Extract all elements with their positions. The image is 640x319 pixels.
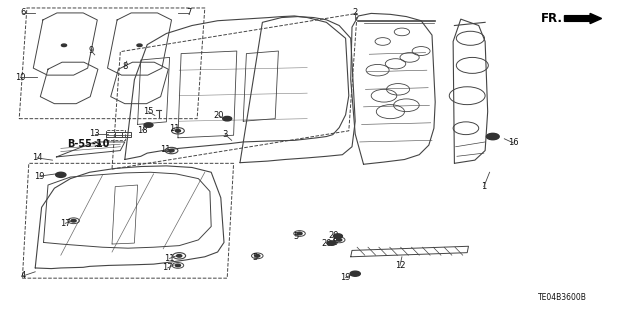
Text: 1: 1 xyxy=(481,182,486,191)
Circle shape xyxy=(71,219,76,222)
Circle shape xyxy=(333,234,342,238)
Circle shape xyxy=(297,232,302,235)
Text: B-55-10: B-55-10 xyxy=(67,139,109,149)
Circle shape xyxy=(223,116,232,121)
Text: 18: 18 xyxy=(137,126,147,135)
Circle shape xyxy=(61,44,67,47)
Text: TE04B3600B: TE04B3600B xyxy=(538,293,586,302)
Text: 6: 6 xyxy=(20,8,26,17)
Text: 15: 15 xyxy=(143,107,154,116)
Circle shape xyxy=(175,264,180,267)
Circle shape xyxy=(56,172,66,177)
Text: 5: 5 xyxy=(332,238,337,247)
Text: 11: 11 xyxy=(160,145,170,154)
Circle shape xyxy=(327,241,336,245)
Text: 13: 13 xyxy=(90,130,100,138)
Circle shape xyxy=(486,133,499,140)
Circle shape xyxy=(177,255,182,257)
Text: 5: 5 xyxy=(293,232,298,241)
Text: 4: 4 xyxy=(20,271,26,280)
Text: 7: 7 xyxy=(186,8,191,17)
Circle shape xyxy=(137,44,142,47)
Text: 16: 16 xyxy=(508,138,518,147)
Text: 20: 20 xyxy=(214,111,224,120)
Text: 19: 19 xyxy=(35,172,45,181)
Circle shape xyxy=(169,149,174,152)
Circle shape xyxy=(350,271,360,276)
Text: 17: 17 xyxy=(60,219,70,228)
Text: 20: 20 xyxy=(321,239,332,248)
Text: 8: 8 xyxy=(122,62,127,71)
Circle shape xyxy=(255,255,260,257)
Text: 20: 20 xyxy=(329,231,339,240)
Text: 10: 10 xyxy=(15,73,26,82)
Text: 12: 12 xyxy=(395,261,405,270)
Circle shape xyxy=(175,130,180,132)
Text: 11: 11 xyxy=(169,124,179,133)
Bar xyxy=(106,130,125,140)
Text: 5: 5 xyxy=(252,253,257,262)
Circle shape xyxy=(337,239,342,241)
Text: 19: 19 xyxy=(340,273,351,282)
Text: 2: 2 xyxy=(352,8,357,17)
Text: 14: 14 xyxy=(32,153,42,162)
FancyArrow shape xyxy=(564,13,602,24)
Text: FR.: FR. xyxy=(541,12,563,25)
Bar xyxy=(115,132,131,137)
Text: 9: 9 xyxy=(88,46,93,55)
Circle shape xyxy=(144,123,153,127)
Text: 17: 17 xyxy=(163,263,173,272)
Text: 3: 3 xyxy=(223,130,228,139)
Text: 11: 11 xyxy=(164,254,175,263)
Bar xyxy=(106,132,122,137)
